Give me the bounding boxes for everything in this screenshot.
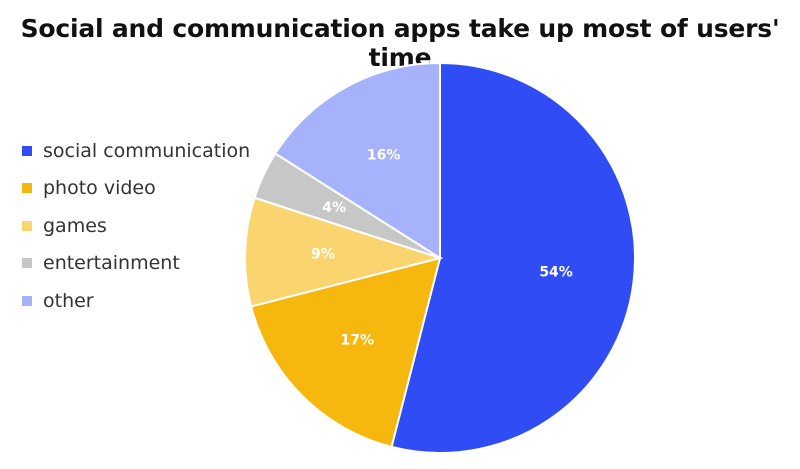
legend-item-other[interactable]: other [22,282,250,320]
pie-slice-other[interactable] [273,61,441,260]
legend-label: photo video [43,177,156,200]
legend-swatch [22,183,32,194]
legend-item-social-communication[interactable]: social communication [22,132,250,170]
legend-swatch [22,145,32,156]
legend-item-photo-video[interactable]: photo video [22,170,250,208]
legend-swatch [22,220,32,231]
legend-item-games[interactable]: games [22,207,250,245]
legend-label: social communication [43,139,251,162]
pie-slice-games[interactable] [244,196,444,308]
legend-label: games [43,214,107,237]
legend-swatch [22,295,32,306]
legend-item-entertainment[interactable]: entertainment [22,245,250,283]
legend-swatch [22,258,32,269]
legend-label: entertainment [43,252,180,275]
legend-label: other [43,289,94,312]
slice-value-label: 16% [367,147,401,163]
chart-title: Social and communication apps take up mo… [20,14,780,72]
slice-value-label: 9% [311,246,335,262]
pie-slice-photo-video[interactable] [249,256,442,449]
slice-value-label: 17% [341,333,375,349]
legend: social communication photo video games e… [22,132,250,320]
slice-value-label: 4% [322,200,346,216]
pie-slice-social-communication[interactable] [390,61,636,454]
slice-value-label: 54% [539,265,573,281]
